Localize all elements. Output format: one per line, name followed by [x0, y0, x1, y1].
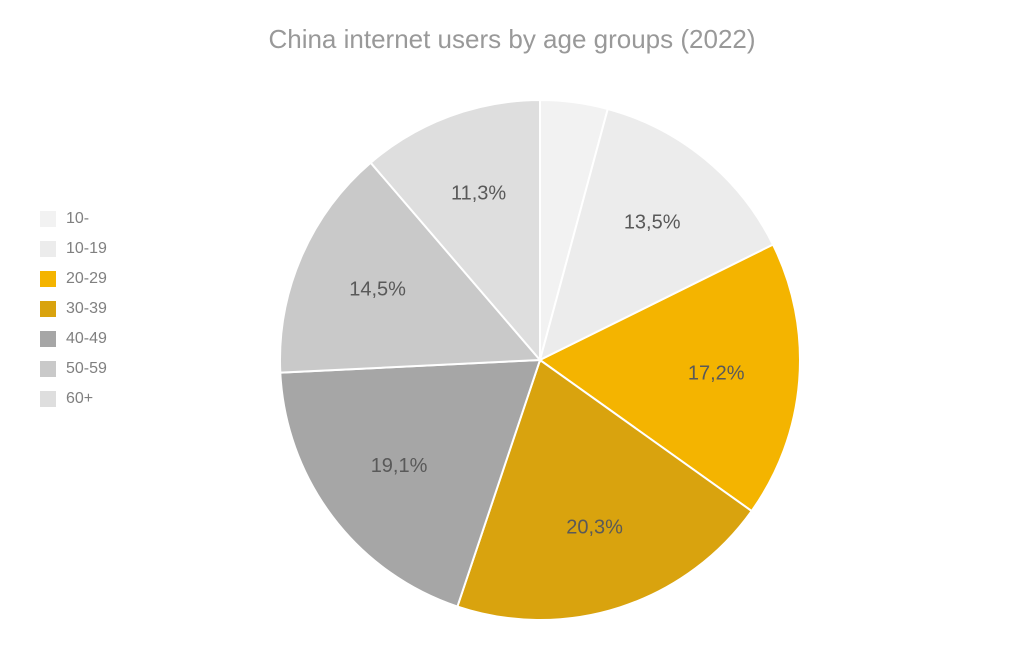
legend-item: 40-49: [40, 330, 107, 348]
legend-label: 60+: [66, 390, 93, 408]
legend-item: 30-39: [40, 300, 107, 318]
legend-swatch: [40, 271, 56, 287]
legend-swatch: [40, 211, 56, 227]
chart-title: China internet users by age groups (2022…: [0, 24, 1024, 55]
legend-swatch: [40, 391, 56, 407]
pie-slice-label: 11,3%: [451, 182, 506, 204]
legend-swatch: [40, 361, 56, 377]
pie-svg: 4,2% 13,5% 17,2% 20,3% 19,1% 14,5% 11,3%: [260, 80, 820, 640]
legend-item: 20-29: [40, 270, 107, 288]
legend-label: 40-49: [66, 330, 107, 348]
legend-label: 20-29: [66, 270, 107, 288]
pie-slice-label: 14,5%: [349, 278, 406, 300]
legend-item: 10-: [40, 210, 107, 228]
legend-label: 30-39: [66, 300, 107, 318]
legend-label: 10-: [66, 210, 89, 228]
legend-swatch: [40, 331, 56, 347]
pie-chart: 4,2% 13,5% 17,2% 20,3% 19,1% 14,5% 11,3%: [260, 80, 820, 640]
pie-slice-label: 4,2%: [555, 80, 601, 82]
legend-label: 10-19: [66, 240, 107, 258]
legend-label: 50-59: [66, 360, 107, 378]
legend-item: 10-19: [40, 240, 107, 258]
legend-item: 60+: [40, 390, 107, 408]
pie-slice-label: 19,1%: [371, 455, 428, 477]
chart-legend: 10- 10-19 20-29 30-39 40-49 50-59 60+: [40, 210, 107, 408]
pie-slice-label: 17,2%: [688, 362, 745, 384]
legend-swatch: [40, 301, 56, 317]
pie-slice-label: 20,3%: [566, 516, 623, 538]
legend-swatch: [40, 241, 56, 257]
pie-slice-label: 13,5%: [624, 212, 681, 234]
legend-item: 50-59: [40, 360, 107, 378]
